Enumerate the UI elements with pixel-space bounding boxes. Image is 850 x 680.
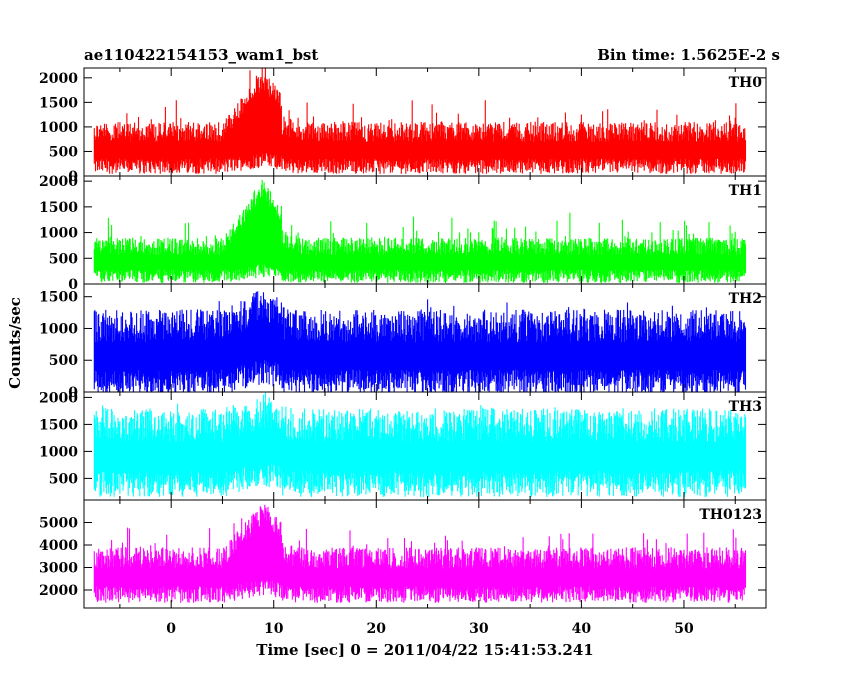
series-th3-line bbox=[93, 392, 747, 497]
x-axis-label: Time [sec] 0 = 2011/04/22 15:41:53.241 bbox=[256, 641, 593, 659]
y-tick-label: 0 bbox=[68, 169, 78, 185]
y-tick-label: 4000 bbox=[39, 538, 78, 554]
series-th0-line bbox=[93, 68, 747, 174]
y-tick-label: 1500 bbox=[39, 200, 78, 216]
x-tick-label: 20 bbox=[367, 621, 387, 637]
x-tick-label: 30 bbox=[469, 621, 489, 637]
y-tick-label: 2000 bbox=[39, 71, 78, 87]
y-tick-label: 500 bbox=[49, 251, 78, 267]
y-tick-label: 1500 bbox=[39, 417, 78, 433]
channel-label-th0: TH0 bbox=[729, 75, 763, 91]
x-tick-label: 0 bbox=[166, 621, 176, 637]
x-tick-label: 10 bbox=[264, 621, 284, 637]
y-tick-label: 1500 bbox=[39, 95, 78, 111]
y-tick-label: 1000 bbox=[39, 444, 78, 460]
channel-label-th1: TH1 bbox=[729, 183, 762, 199]
channel-label-th2: TH2 bbox=[729, 291, 762, 307]
channel-label-th3: TH3 bbox=[729, 399, 762, 415]
y-tick-label: 2000 bbox=[39, 583, 78, 599]
y-axis-label: Counts/sec bbox=[6, 297, 24, 389]
y-tick-label: 500 bbox=[49, 353, 78, 369]
panel-frame-th0123 bbox=[83, 499, 767, 609]
y-tick-label: 2000 bbox=[39, 174, 78, 190]
y-tick-label: 1000 bbox=[39, 321, 78, 337]
y-tick-label: 1500 bbox=[39, 290, 78, 306]
observation-id-title: ae110422154153_wam1_bst bbox=[84, 46, 318, 64]
y-tick-label: 2000 bbox=[39, 390, 78, 406]
series-th2-line bbox=[93, 291, 747, 392]
y-tick-label: 5000 bbox=[39, 516, 78, 532]
bin-time-label: Bin time: 1.5625E-2 s bbox=[597, 46, 780, 64]
x-tick-label: 50 bbox=[674, 621, 694, 637]
y-tick-label: 500 bbox=[49, 471, 78, 487]
series-th0123-line bbox=[93, 504, 747, 603]
channel-label-th0123: TH0123 bbox=[699, 507, 762, 523]
series-th1-line bbox=[93, 179, 747, 283]
y-tick-label: 0 bbox=[68, 385, 78, 401]
x-tick-label: 40 bbox=[572, 621, 592, 637]
y-tick-label: 3000 bbox=[39, 561, 78, 577]
y-tick-label: 0 bbox=[68, 277, 78, 293]
y-tick-label: 1000 bbox=[39, 120, 78, 136]
y-tick-label: 1000 bbox=[39, 226, 78, 242]
y-tick-label: 500 bbox=[49, 144, 78, 160]
